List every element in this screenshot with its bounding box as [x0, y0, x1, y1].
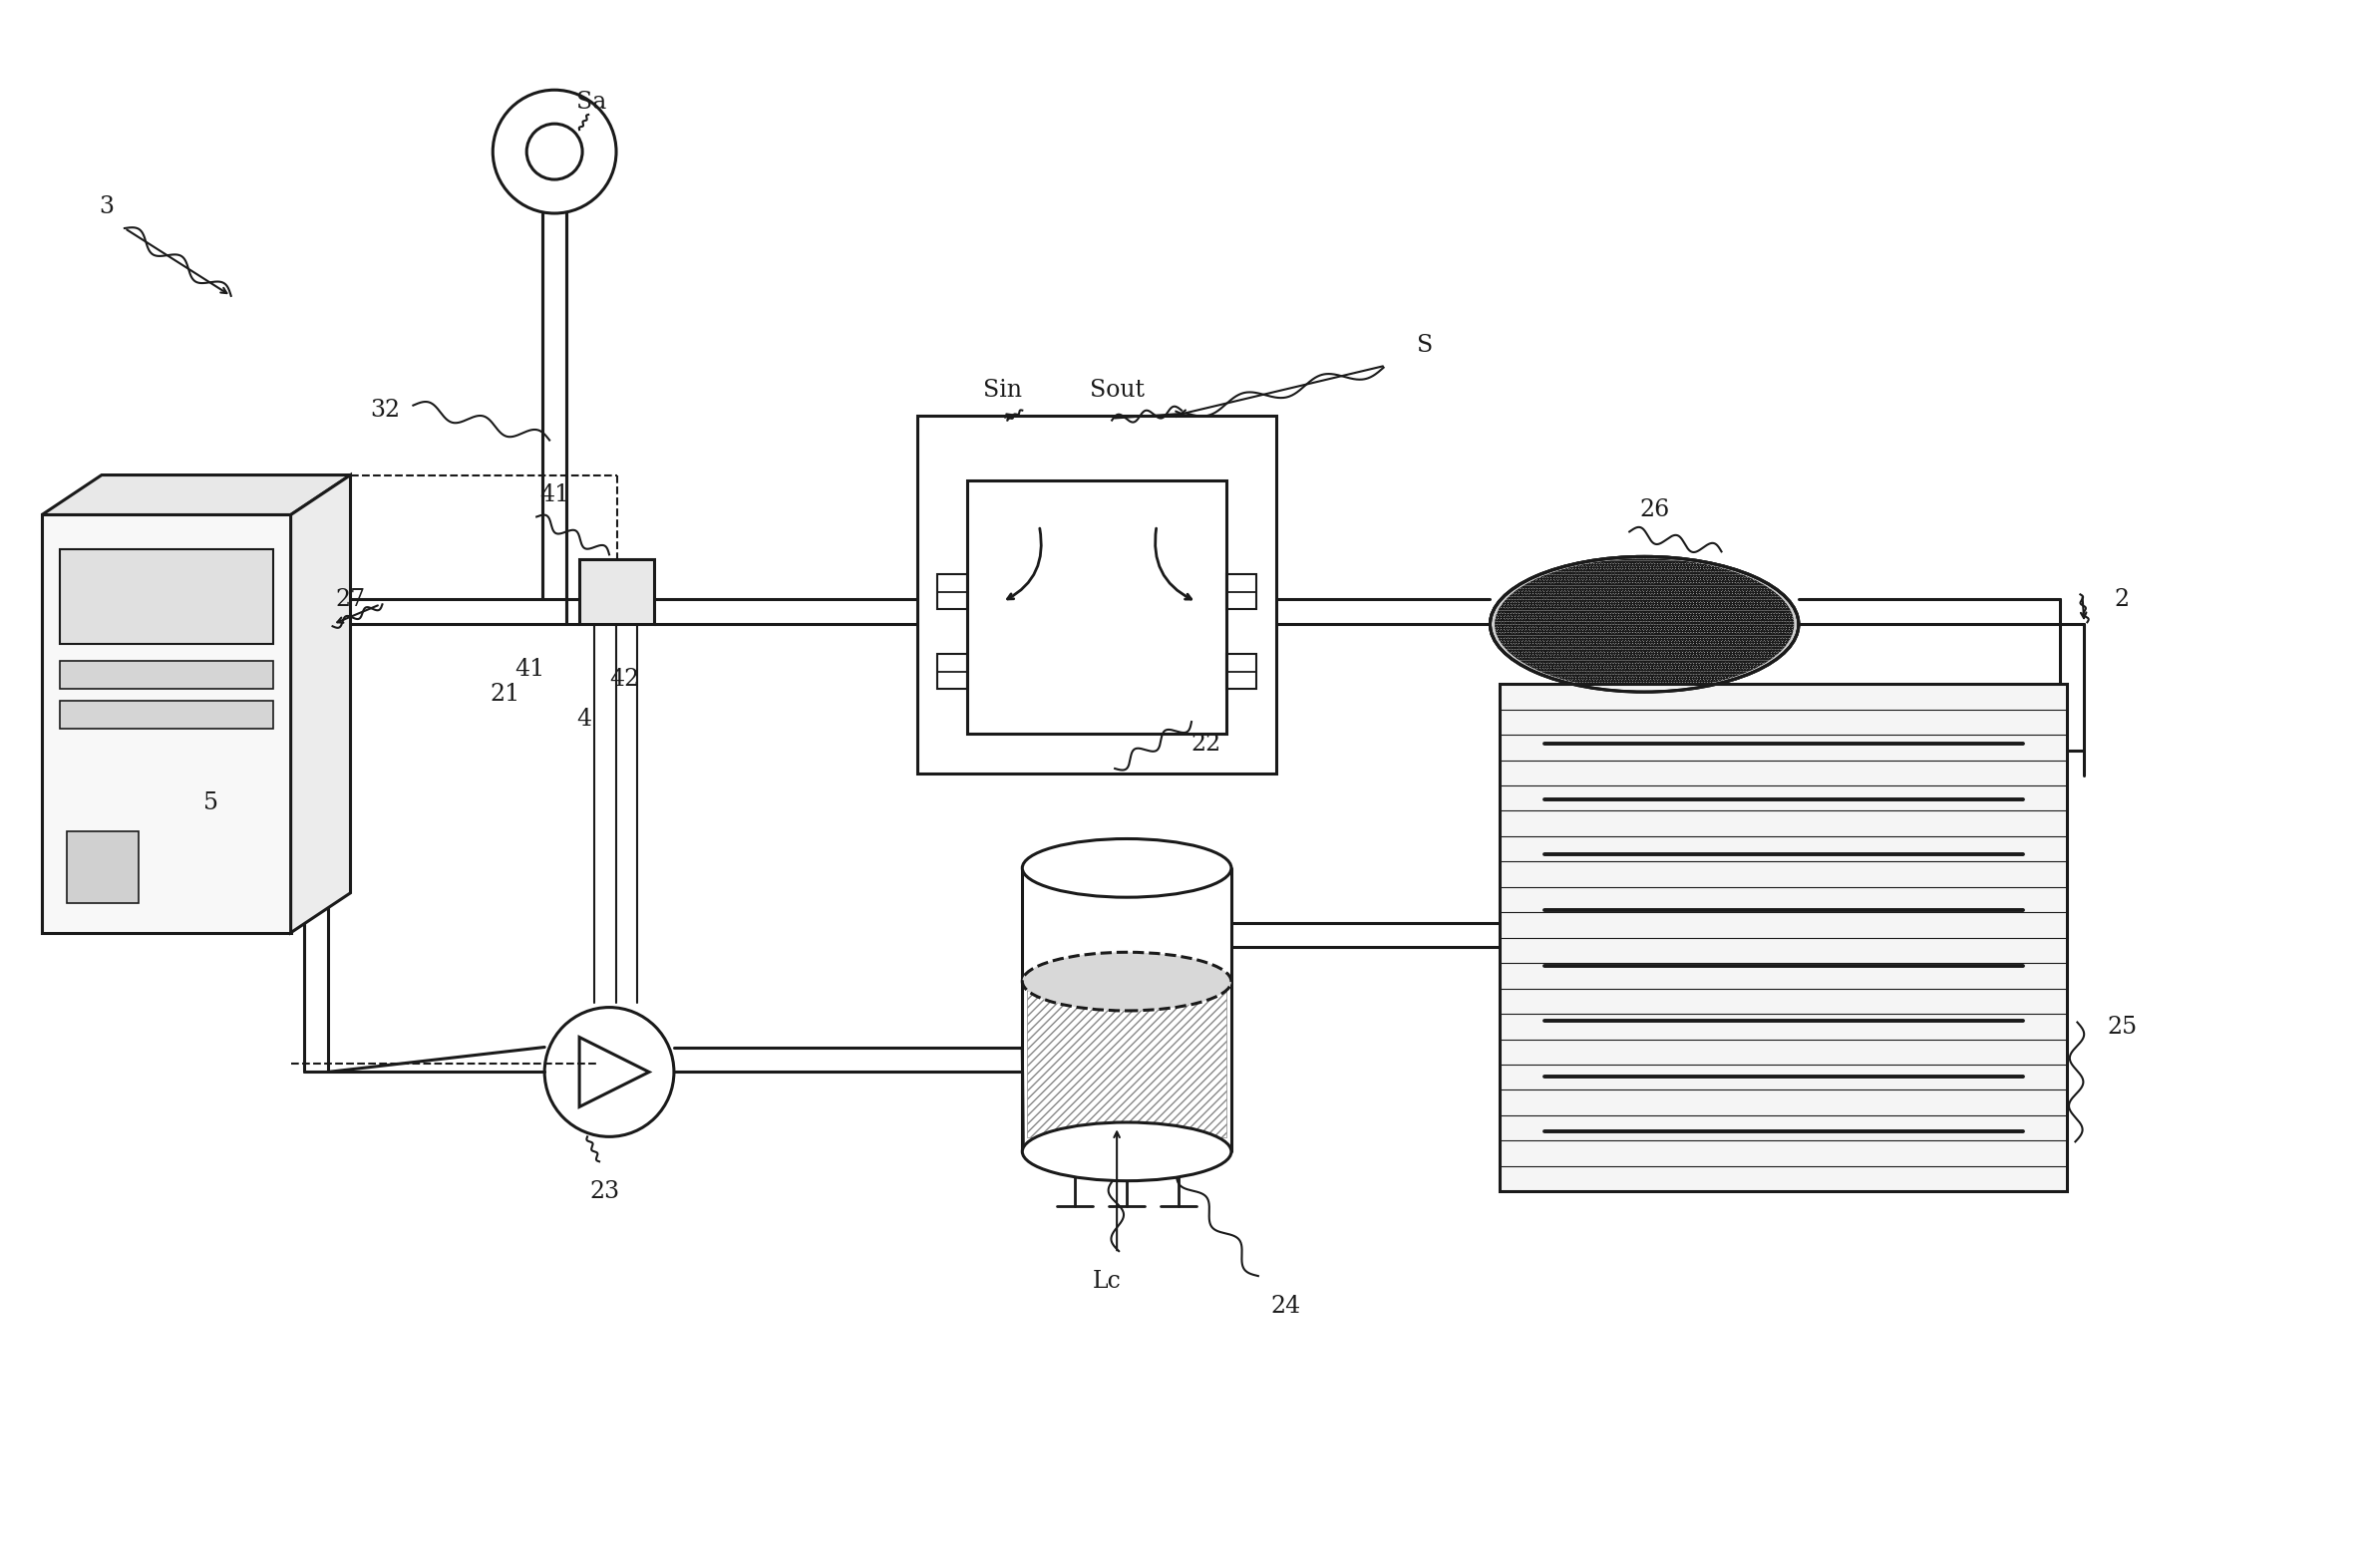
- Bar: [919, 416, 1276, 774]
- Bar: [1226, 655, 1257, 689]
- Ellipse shape: [1495, 558, 1795, 690]
- Text: 22: 22: [1192, 732, 1221, 755]
- Text: 25: 25: [2106, 1016, 2137, 1039]
- Text: 4: 4: [576, 707, 593, 731]
- Text: 41: 41: [514, 658, 545, 681]
- Bar: [1226, 574, 1257, 610]
- Bar: [578, 560, 654, 624]
- Text: 26: 26: [1640, 498, 1668, 521]
- Text: 2: 2: [2113, 588, 2130, 611]
- Bar: [938, 655, 969, 689]
- Text: S: S: [1416, 333, 1433, 357]
- Bar: [1499, 684, 2068, 1191]
- Text: 27: 27: [336, 588, 367, 611]
- Bar: [67, 831, 138, 903]
- Ellipse shape: [1023, 952, 1230, 1011]
- Text: Sa: Sa: [576, 90, 607, 113]
- Text: 42: 42: [609, 667, 640, 690]
- Bar: [60, 549, 274, 644]
- Polygon shape: [43, 475, 350, 515]
- Bar: [60, 701, 274, 729]
- Bar: [938, 574, 969, 610]
- Ellipse shape: [1490, 557, 1799, 692]
- Text: Sin: Sin: [983, 378, 1021, 402]
- Text: 3: 3: [100, 195, 114, 217]
- Bar: [60, 661, 274, 689]
- Text: 24: 24: [1271, 1295, 1302, 1317]
- Ellipse shape: [1023, 1123, 1230, 1180]
- Polygon shape: [290, 475, 350, 932]
- Text: 23: 23: [590, 1180, 619, 1204]
- Text: Lc: Lc: [1092, 1270, 1121, 1292]
- Text: 21: 21: [490, 682, 519, 706]
- Bar: [969, 479, 1226, 734]
- Text: 5: 5: [205, 793, 219, 814]
- Text: 32: 32: [371, 399, 400, 422]
- Bar: [43, 515, 290, 932]
- Text: Sout: Sout: [1090, 378, 1145, 402]
- Ellipse shape: [1023, 839, 1230, 898]
- Text: 41: 41: [540, 484, 569, 506]
